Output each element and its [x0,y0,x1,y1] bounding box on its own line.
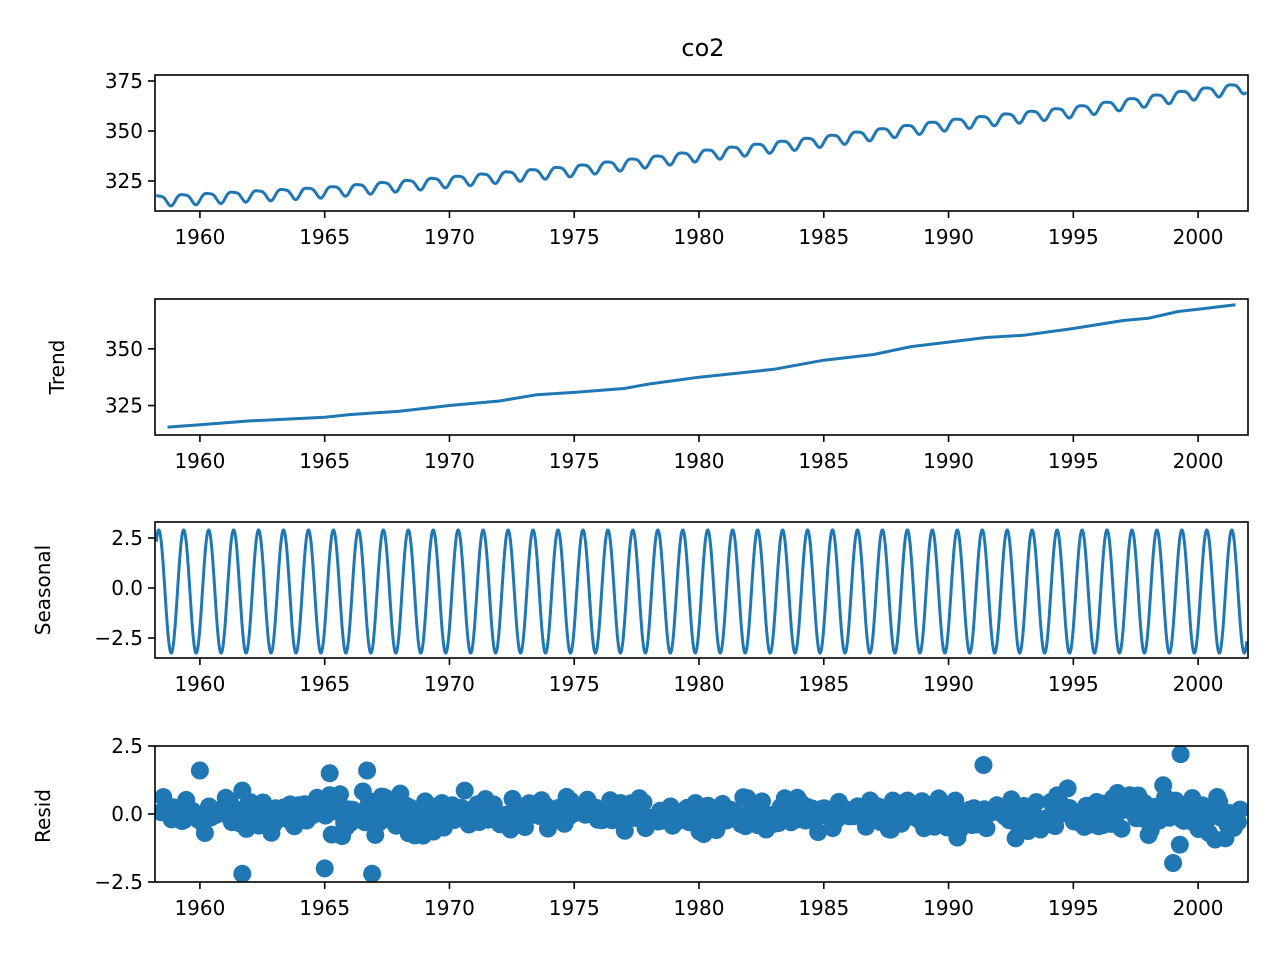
x-tick-label: 1960 [174,449,225,473]
x-tick-label: 1990 [923,449,974,473]
trend-axes-frame [154,298,1249,436]
resid-point [809,823,828,842]
resid-point [233,864,252,882]
resid-point [977,819,996,838]
x-tick-label: 1995 [1048,896,1099,920]
seasonal-y-axis-label: Seasonal [31,545,55,635]
resid-y-ticks: −2.5 0.0 2.5 [94,734,155,894]
trend-plot-area [167,303,1236,429]
seasonal-plot-area [155,528,1248,655]
y-tick-label: 0.0 [111,802,143,826]
resid-point [974,756,993,774]
observed-x-ticks: 1960 1965 1970 1975 1980 1985 1990 1995 2000 [174,211,1224,249]
x-tick-label: 1965 [299,449,350,473]
resid-point [331,785,349,804]
x-tick-label: 1995 [1048,672,1099,696]
y-tick-label: 325 [105,394,143,418]
y-tick-label: 2.5 [111,526,143,550]
trend-y-axis-label: Trend [45,340,69,396]
resid-point [1112,819,1131,838]
trend-y-ticks: 325 350 [105,337,155,418]
x-tick-label: 1980 [674,896,725,920]
y-tick-label: −2.5 [94,626,143,650]
x-tick-label: 1985 [798,449,849,473]
x-tick-label: 1985 [798,672,849,696]
x-tick-label: 1980 [674,225,725,249]
x-tick-label: 1980 [674,672,725,696]
x-tick-label: 1985 [798,896,849,920]
y-tick-label: 325 [105,169,143,193]
x-tick-label: 1975 [549,672,600,696]
y-tick-label: 0.0 [111,576,143,600]
x-tick-label: 1980 [674,449,725,473]
x-tick-label: 1965 [299,672,350,696]
x-tick-label: 1970 [424,672,475,696]
x-tick-label: 1995 [1048,449,1099,473]
x-tick-label: 1960 [174,896,225,920]
resid-point [753,792,771,811]
resid-point [455,781,474,800]
panel-resid: 1960 1965 1970 1975 1980 1985 1990 1995 2000 −2.… [31,734,1249,920]
resid-y-axis-label: Resid [31,789,55,843]
resid-point [1231,800,1248,819]
panel-seasonal: 1960 1965 1970 1975 1980 1985 1990 1995 2000 −2.… [31,521,1249,696]
resid-point [634,793,653,812]
x-tick-label: 1970 [424,896,475,920]
series-line-trend [167,303,1236,429]
x-tick-label: 1990 [923,225,974,249]
observed-y-ticks: 325 350 375 [105,69,155,193]
x-tick-label: 1990 [923,896,974,920]
resid-plot-area [155,746,1248,882]
panel-trend: 1960 1965 1970 1975 1980 1985 1990 1995 2000 325… [45,298,1249,473]
x-tick-label: 1965 [299,896,350,920]
resid-point [195,824,214,842]
trend-x-ticks: 1960 1965 1970 1975 1980 1985 1990 1995 2000 [174,435,1224,473]
resid-point [363,864,382,882]
resid-point [315,859,334,878]
x-tick-label: 1975 [549,896,600,920]
x-tick-label: 2000 [1173,672,1224,696]
x-tick-label: 1995 [1048,225,1099,249]
y-tick-label: −2.5 [94,870,143,894]
observed-plot-area [156,83,1248,208]
seasonal-y-ticks: −2.5 0.0 2.5 [94,526,155,650]
x-tick-label: 1985 [798,225,849,249]
x-tick-label: 1965 [299,225,350,249]
resid-point [190,761,209,780]
chart-title: co2 [681,34,724,62]
x-tick-label: 2000 [1173,449,1224,473]
x-tick-label: 1990 [923,672,974,696]
resid-point [1027,793,1046,812]
resid-point [615,821,634,840]
series-line-seasonal [155,528,1248,655]
series-line-observed [156,83,1248,208]
x-tick-label: 1960 [174,672,225,696]
seasonal-x-ticks: 1960 1965 1970 1975 1980 1985 1990 1995 2000 [174,658,1224,696]
x-tick-label: 1970 [424,225,475,249]
y-tick-label: 350 [105,337,143,361]
resid-point [358,761,377,780]
resid-point [1058,779,1077,798]
x-tick-label: 1960 [174,225,225,249]
y-tick-label: 375 [105,69,143,93]
resid-point [320,764,339,783]
seasonal-axes-frame [154,521,1249,659]
resid-x-ticks: 1960 1965 1970 1975 1980 1985 1990 1995 2000 [174,882,1224,920]
x-tick-label: 1975 [549,449,600,473]
panel-observed: co2 1960 1965 1970 1975 1980 1985 1990 1995 2000… [105,34,1249,249]
x-tick-label: 1970 [424,449,475,473]
y-tick-label: 2.5 [111,734,143,758]
x-tick-label: 2000 [1173,225,1224,249]
y-tick-label: 350 [105,119,143,143]
resid-point [1171,746,1190,764]
observed-axes-frame [154,74,1249,212]
x-tick-label: 1975 [549,225,600,249]
x-tick-label: 2000 [1173,896,1224,920]
resid-point [1170,835,1189,854]
resid-point [1164,854,1183,872]
